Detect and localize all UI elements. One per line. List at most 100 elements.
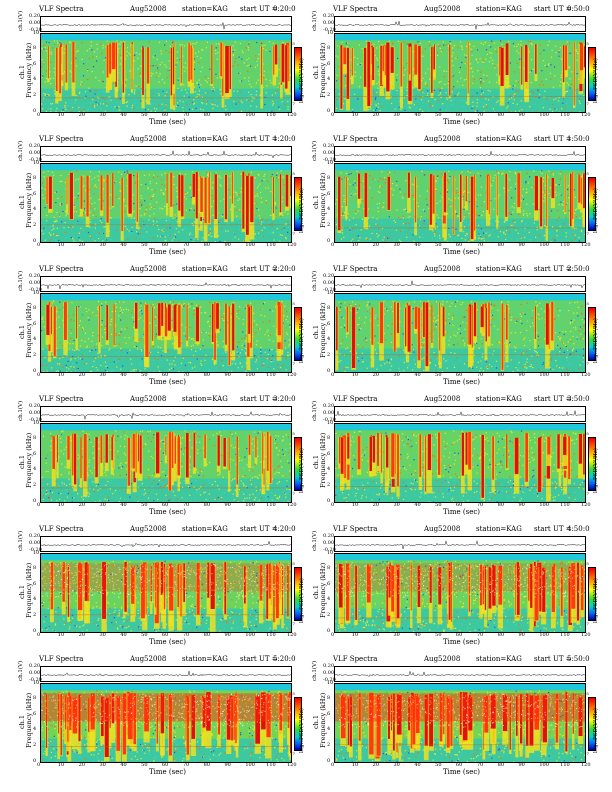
spectrogram-speckle [376,107,378,109]
spectrogram-speckle [432,42,434,44]
spectrogram-speckle [178,78,180,80]
spectrogram-speckle [257,185,260,187]
spectrogram-speckle [128,337,130,339]
spectrogram-speckle [424,202,426,204]
spectrogram-speckle [567,78,569,81]
spectrogram-speckle [221,360,223,362]
spectrogram-speckle [89,48,91,50]
spectrogram-speckle [562,102,564,104]
spectrogram-speckle [46,77,48,80]
sferic-streak [453,175,455,235]
spectrogram-speckle [579,171,581,173]
spectrogram-plot [40,163,292,243]
spectrogram-speckle [266,209,268,211]
spectrogram-speckle [381,185,383,187]
spectrogram-speckle [342,213,344,215]
spectrogram-speckle [155,182,158,184]
spectrogram-speckle [55,189,57,191]
spectrogram-speckle [151,219,153,221]
spectrogram-speckle [526,213,528,215]
spectrogram-speckle [524,230,526,232]
spectrogram-speckle [55,202,57,204]
spectrogram-speckle [110,99,112,101]
waveform-tick-label: -0.20 [323,157,336,163]
spectrogram-speckle [260,351,262,353]
spectrogram-speckle [172,343,174,345]
spectrogram-speckle [338,66,340,68]
spectrogram-speckle [201,66,203,68]
spectrogram-speckle [133,60,135,62]
spectrogram-speckle [538,234,540,236]
spectrogram-speckle [217,230,219,233]
spectrogram-speckle [158,47,161,49]
spectrogram-speckle [126,105,128,107]
spectrogram-speckle [126,226,128,228]
spectrogram-speckle [284,340,286,342]
spectrogram-speckle [219,200,222,202]
spectrogram-speckle [505,238,507,241]
spectrogram-speckle [365,40,367,42]
spectrogram-speckle [403,41,406,43]
spectrogram-speckle [143,228,145,230]
spectrogram-speckle [480,83,482,85]
spectrogram-speckle [549,80,552,82]
sferic-streak [172,47,175,85]
spectrogram-speckle [376,233,378,235]
waveform-plot [334,16,586,32]
spectrogram-speckle [46,70,48,72]
spectrogram-speckle [501,109,503,112]
spectrogram-speckle [397,40,399,42]
spectrogram-speckle [138,51,140,53]
spectrogram-speckle [578,104,580,106]
spectrogram-speckle [367,208,369,210]
spectrogram-speckle [110,217,112,219]
spectrogram-speckle [182,240,184,242]
spectrogram-speckle [115,345,117,347]
spectrogram-speckle [237,352,239,354]
spectrogram-speckle [355,213,357,215]
spectrogram-speckle [492,180,494,182]
spectrogram-speckle [488,99,490,101]
spectrogram-speckle [481,204,483,206]
spectrogram-speckle [452,63,454,65]
spectrogram-speckle [359,72,361,74]
spectrogram-speckle [496,58,498,60]
spectrogram-speckle [202,58,204,60]
colorbar-label: log₁₀PSD(V²/Hz) [593,188,599,233]
spectrogram-speckle [467,201,469,203]
frequency-tick-label: 10 [327,29,334,36]
spectrogram-speckle [73,340,75,342]
spectrogram-speckle [416,107,418,109]
spectrogram-speckle [287,226,289,228]
frequency-tick-label: 2 [327,91,331,98]
spectrogram-speckle [219,177,222,179]
spectrogram-speckle [427,68,429,70]
spectrogram-speckle [64,232,66,234]
spectrogram-speckle [98,232,100,234]
spectrogram-speckle [470,48,472,50]
spectrogram-speckle [83,363,85,365]
spectrogram-speckle [43,223,45,225]
spectrogram-speckle [209,102,211,104]
time-axis-label: Time (sec) [443,248,481,256]
spectrogram-speckle [70,71,73,73]
waveform-svg [40,149,292,159]
spectrogram-speckle [402,197,404,199]
spectrogram-speckle [412,51,414,53]
spectrogram-speckle [103,226,105,228]
spectrogram-speckle [463,208,465,211]
spectrogram-speckle [100,217,102,220]
panel-station: station=KAG [182,135,228,143]
spectrogram-speckle [262,194,264,196]
spectrogram-speckle [205,332,207,334]
spectrogram-speckle [172,217,174,219]
spectrogram-speckle [111,369,113,371]
spectrogram-speckle [549,42,551,44]
spectrogram-speckle [363,239,365,241]
spectrogram-speckle [86,346,88,349]
spectrogram-speckle [175,103,177,105]
spectrogram-speckle [157,346,159,348]
spectrogram-speckle [64,181,66,184]
spectrogram-speckle [191,101,193,103]
spectrogram-speckle [576,73,578,75]
